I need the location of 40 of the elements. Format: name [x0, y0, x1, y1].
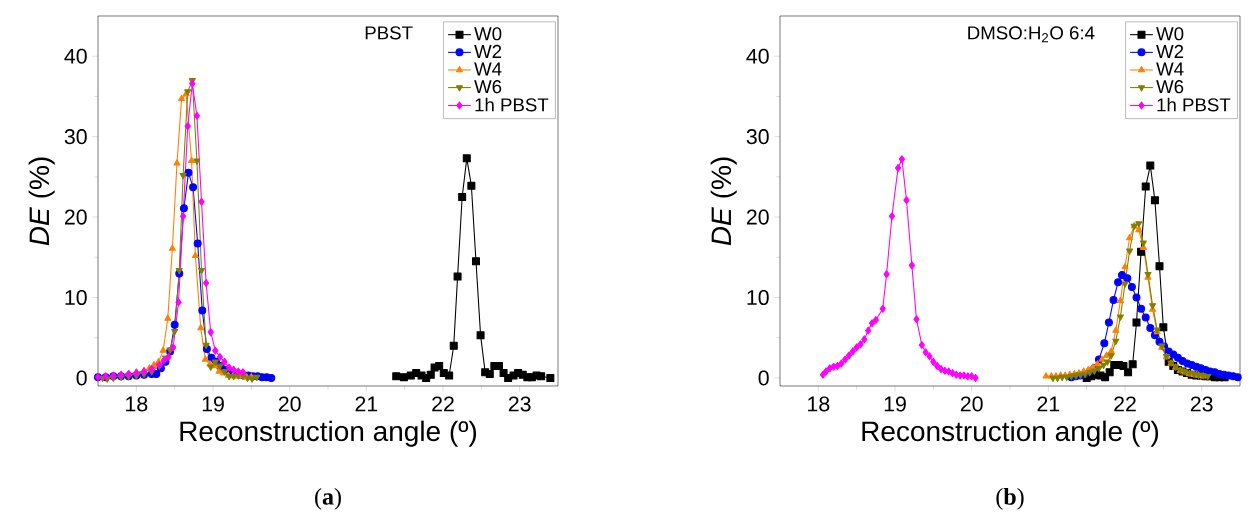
legend-label: W6: [1156, 80, 1184, 94]
annotation: PBST: [365, 26, 413, 40]
x-axis-title: Reconstruction angle (º): [180, 420, 477, 447]
y-tick-label: 40: [746, 48, 769, 64]
x-tick-label: 22: [432, 396, 454, 412]
y-tick-label: 0: [758, 370, 769, 386]
y-tick-label: 20: [64, 209, 87, 225]
legend-label: W0: [1156, 27, 1184, 41]
x-tick-label: 23: [1190, 396, 1213, 412]
legend-label: W0: [474, 27, 502, 41]
x-tick-label: 20: [278, 396, 301, 412]
y-tick-label: 30: [746, 129, 769, 145]
x-tick-label: 19: [884, 396, 906, 412]
y-tick-label: 40: [64, 48, 87, 64]
y-axis-title: DE (%): [28, 157, 55, 246]
x-tick-label: 18: [126, 396, 148, 412]
legend-label: 1h PBST: [475, 97, 549, 112]
x-axis-title: Reconstruction angle (º): [862, 420, 1159, 447]
x-tick-label: 23: [508, 396, 531, 412]
y-tick-label: 10: [747, 289, 769, 306]
legend-label: W4: [1156, 62, 1184, 76]
y-tick-label: 20: [746, 209, 769, 225]
x-tick-label: 21: [1037, 396, 1060, 412]
y-tick-label: 10: [65, 289, 87, 306]
x-tick-label: 21: [355, 396, 378, 412]
text: (b): [996, 487, 1024, 510]
y-axis-title: DE (%): [710, 157, 737, 246]
x-tick-label: 20: [960, 396, 983, 412]
legend-label: W6: [474, 80, 502, 94]
text: (a): [315, 487, 341, 510]
legend-label: W2: [474, 44, 502, 58]
legend-label: 1h PBST: [1157, 97, 1231, 112]
legend-label: W2: [1156, 44, 1184, 58]
y-tick-label: 0: [76, 370, 87, 386]
x-tick-label: 19: [202, 396, 224, 412]
annotation: DMSO:H$_{2}$O 6:4: [968, 26, 1095, 43]
y-tick-label: 30: [64, 129, 87, 145]
x-tick-label: 18: [808, 396, 830, 412]
legend-label: W4: [474, 62, 502, 76]
x-tick-label: 22: [1114, 396, 1136, 412]
